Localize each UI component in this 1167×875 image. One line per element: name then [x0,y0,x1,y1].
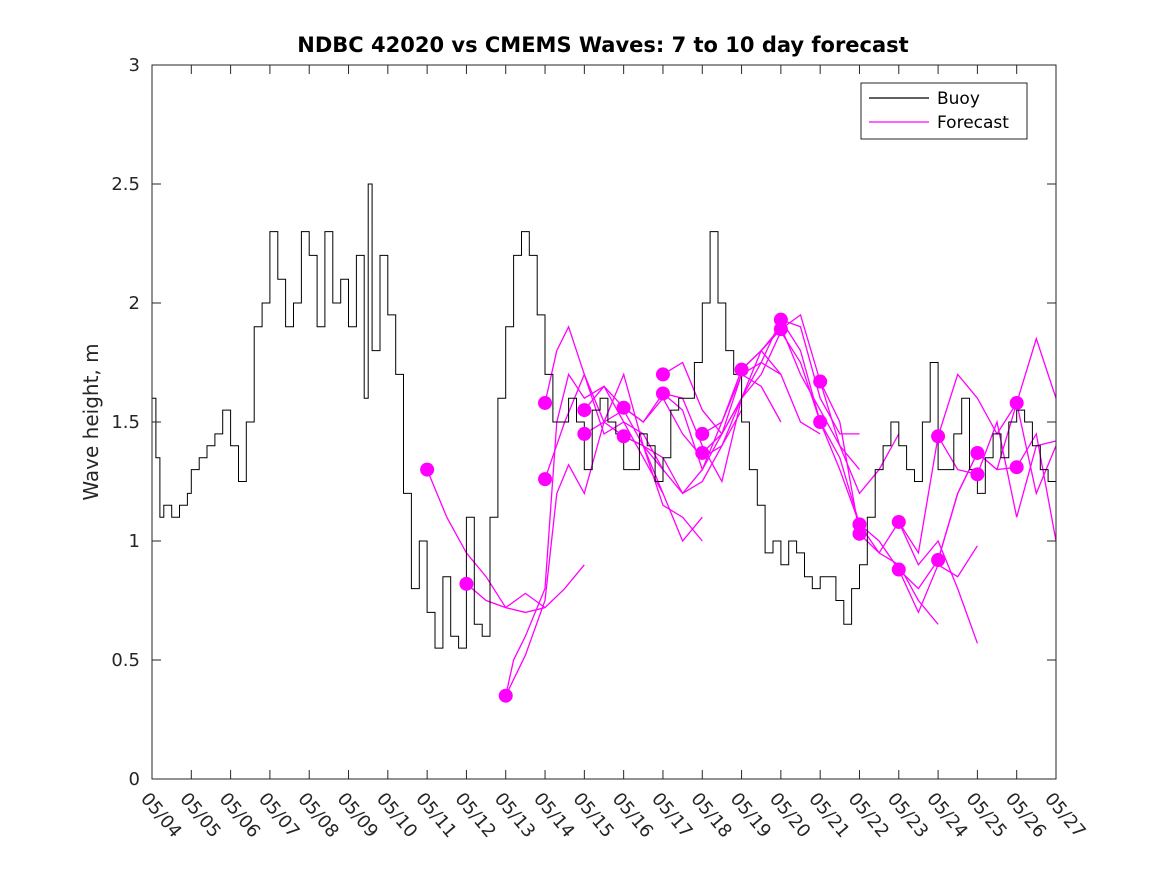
x-tick-label: 05/22 [844,789,893,842]
forecast-marker [459,576,474,591]
forecast-line [465,564,585,614]
x-tick-label: 05/06 [215,789,264,842]
forecast-marker [734,362,749,377]
y-axis-label: Wave height, m [79,343,103,500]
y-axis: 0 0.5 1 1.5 2 2.5 3 [111,55,1056,790]
x-tick-label: 05/08 [293,789,342,842]
forecast-marker [695,426,710,441]
x-tick-label: 05/23 [883,789,932,842]
forecast-marker [891,514,906,529]
forecast-marker [813,415,828,429]
forecast-line [544,372,703,543]
forecast-line [505,409,664,696]
x-tick-label: 05/26 [1001,789,1050,842]
forecast-marker [498,688,513,703]
x-tick-label: 05/25 [962,789,1011,842]
forecast-marker [852,526,867,541]
forecast-line [426,469,546,609]
x-tick-label: 05/09 [333,789,382,842]
forecast-marker [931,429,946,444]
forecast-marker [695,445,710,460]
forecast-marker [420,462,435,477]
forecast-marker [773,322,788,337]
x-tick-label: 05/07 [254,789,303,842]
forecast-marker [538,395,553,410]
forecast-marker [577,403,592,418]
forecast-line [544,325,703,542]
legend-forecast-label: Forecast [937,113,1009,133]
x-tick-label: 05/14 [529,789,578,842]
forecast-marker [1009,395,1024,410]
y-tick-label: 0 [129,769,140,790]
forecast-marker [616,400,631,415]
forecast-marker [931,553,946,568]
forecast-marker [891,562,906,577]
x-tick-label: 05/12 [451,789,500,842]
y-tick-label: 0.5 [111,650,140,671]
x-tick-label: 05/16 [608,789,657,842]
marker-layer [420,312,1024,703]
y-tick-label: 2.5 [111,174,140,195]
x-tick-label: 05/21 [804,789,853,842]
forecast-marker [813,374,828,389]
forecast-marker [970,467,985,482]
legend: Buoy Forecast [860,82,1028,140]
forecast-line [898,336,1057,555]
x-tick-label: 05/19 [726,789,775,842]
x-tick-label: 05/17 [647,789,696,842]
x-tick-label: 05/11 [411,789,460,842]
forecast-marker [616,429,631,444]
x-tick-label: 05/15 [569,789,618,842]
x-tick-label: 05/13 [490,789,539,842]
y-tick-label: 2 [129,293,140,314]
forecast-marker [577,426,592,441]
x-tick-label: 05/10 [372,789,421,842]
x-tick-label: 05/27 [1040,789,1089,842]
y-tick-label: 1.5 [111,412,140,433]
forecast-marker [655,367,670,382]
forecast-line [937,402,1057,561]
y-tick-label: 3 [129,55,140,76]
forecast-marker [655,386,670,401]
forecast-line [505,372,664,696]
x-tick-label: 05/18 [686,789,735,842]
legend-box [860,82,1028,140]
forecast-marker [1009,460,1024,475]
y-tick-label: 1 [129,531,140,552]
forecast-marker [538,472,553,487]
buoy-line [152,183,1056,649]
x-tick-label: 05/20 [765,789,814,842]
x-tick-label: 05/05 [175,789,224,842]
chart-title: NDBC 42020 vs CMEMS Waves: 7 to 10 day f… [297,33,908,57]
legend-buoy-label: Buoy [937,89,980,109]
forecast-marker [970,445,985,460]
x-tick-label: 05/04 [136,789,185,842]
x-tick-label: 05/24 [922,789,971,842]
